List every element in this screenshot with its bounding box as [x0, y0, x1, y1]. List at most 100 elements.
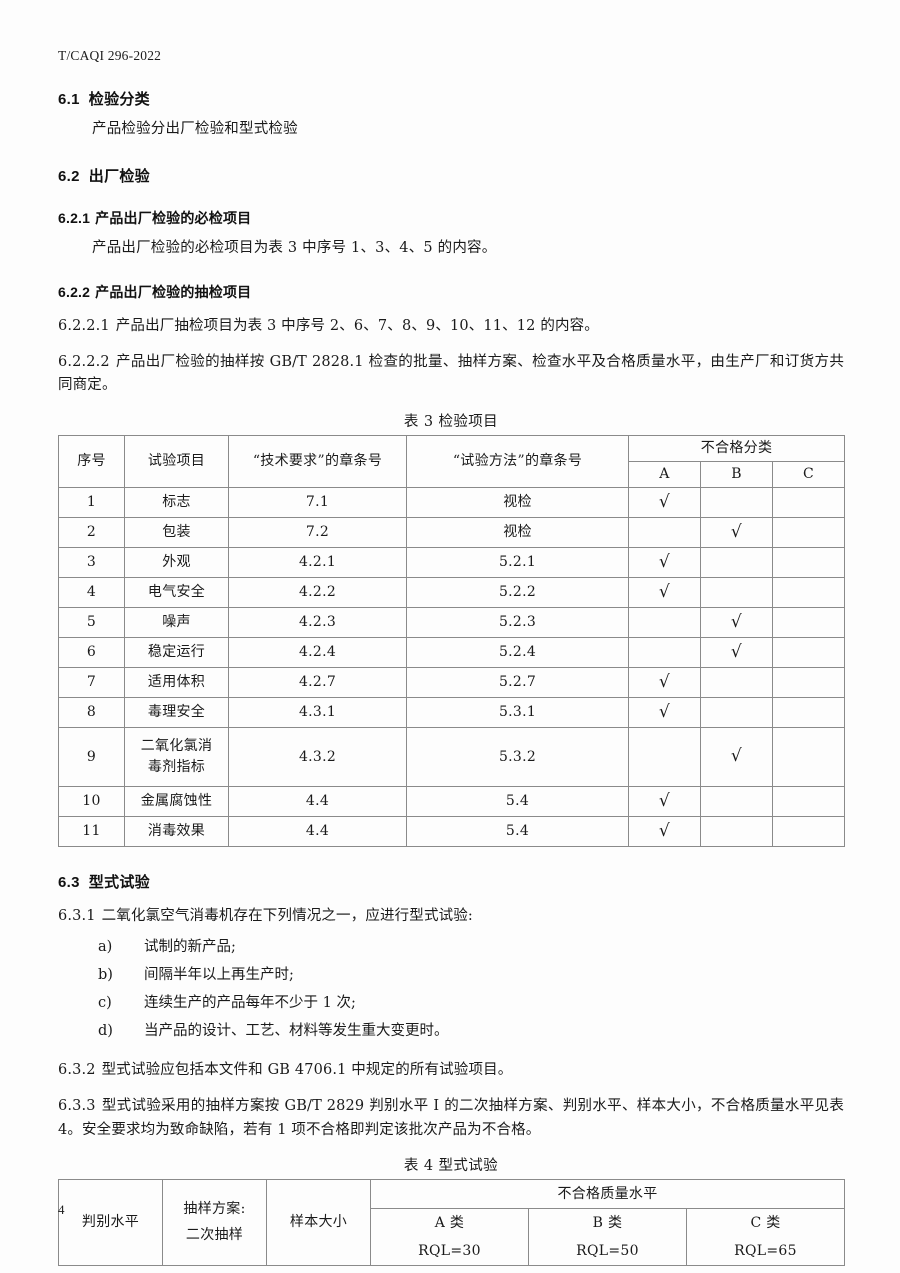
paragraph-6-2-2-1-body: 产品出厂抽检项目为表 3 中序号 2、6、7、8、9、10、11、12 的内容。	[115, 317, 599, 334]
table-3-cell-method: 5.3.1	[406, 696, 629, 728]
paragraph-6-1-body: 产品检验分出厂检验和型式检验	[92, 121, 298, 137]
table-3: 序号 试验项目 “技术要求”的章条号 “试验方法”的章条号 不合格分类 A B …	[58, 434, 846, 847]
table-3-caption: 表 3 检验项目	[403, 413, 499, 430]
list-item-marker: a)	[98, 939, 113, 956]
heading-6-2-1-title: 产品出厂检验的必检项目	[95, 209, 252, 226]
table-3-cell-class-b: √	[700, 726, 773, 787]
list-item: a) 试制的新产品;	[98, 934, 844, 962]
running-header: T/CAQI 296-2022	[58, 48, 162, 63]
table-3-cell-class-c	[771, 576, 846, 608]
table-3-header-row-1: 序号 试验项目 “技术要求”的章条号 “试验方法”的章条号 不合格分类	[58, 434, 846, 488]
table-row: 7 适用体积 4.2.7 5.2.7 √	[58, 666, 846, 698]
table-3-cell-item: 稳定运行	[124, 636, 229, 668]
heading-6-2-1: 6.2.1 产品出厂检验的必检项目	[58, 208, 844, 228]
table-3-cell-tech: 4.2.2	[228, 576, 407, 608]
table-3-cell-class-b	[700, 576, 773, 608]
table-row: 2 包装 7.2 视检 √	[58, 516, 846, 548]
table-3-cell-seq: 1	[58, 486, 125, 518]
table-3-cell-class-c	[771, 696, 846, 728]
heading-6-2-number: 6.2	[58, 167, 80, 185]
table-3-cell-class-c	[771, 636, 846, 668]
table-3-cell-class-b	[700, 486, 773, 518]
table-row: 8 毒理安全 4.3.1 5.3.1 √	[58, 696, 846, 728]
table-3-cell-class-c	[771, 606, 846, 638]
table-3-cell-tech: 4.2.1	[228, 546, 407, 578]
list-item: b) 间隔半年以上再生产时;	[98, 962, 844, 990]
table-4-header-row-1: 判别水平 抽样方案: 二次抽样 样本大小 不合格质量水平	[58, 1179, 845, 1267]
table-3-cell-method: 视检	[406, 516, 629, 548]
table-3-cell-class-b	[700, 785, 773, 817]
table-3-cell-class-a: √	[628, 696, 701, 728]
paragraph-6-2-1-body: 产品出厂检验的必检项目为表 3 中序号 1、3、4、5 的内容。	[92, 239, 497, 256]
table-3-cell-item: 适用体积	[124, 666, 229, 698]
heading-6-1-number: 6.1	[58, 91, 80, 108]
table-3-header-item: 试验项目	[124, 434, 229, 488]
heading-6-2-1-number: 6.2.1	[58, 209, 91, 226]
table-3-cell-class-b	[700, 666, 773, 698]
table-3-cell-class-b	[700, 546, 773, 578]
table-3-cell-item: 电气安全	[124, 576, 229, 608]
table-3-cell-tech: 4.3.1	[228, 696, 407, 728]
table-3-header-seq: 序号	[58, 434, 125, 488]
table-3-cell-class-c	[771, 785, 846, 817]
table-3-cell-tech: 4.2.4	[228, 636, 407, 668]
table-row: 9 二氧化氯消 毒剂指标 4.3.2 5.3.2 √	[58, 726, 846, 787]
table-3-cell-item: 噪声	[124, 606, 229, 638]
table-3-header-class-c: C	[771, 460, 846, 488]
table-3-header-class-b: B	[700, 460, 773, 488]
table-4-caption: 表 4 型式试验	[403, 1158, 499, 1175]
table-3-cell-item: 包装	[124, 516, 229, 548]
table-3-cell-class-a: √	[628, 486, 701, 518]
table-3-cell-class-a: √	[628, 815, 701, 847]
paragraph-6-3-2-number: 6.3.2	[58, 1061, 96, 1078]
table-3-cell-item-line2: 毒剂指标	[147, 758, 206, 775]
table-3-cell-class-a	[628, 726, 701, 787]
table-row: 1 标志 7.1 视检 √	[58, 486, 846, 518]
table-3-cell-class-a: √	[628, 666, 701, 698]
table-3-cell-method: 5.2.4	[406, 636, 629, 668]
paragraph-6-3-2: 6.3.2 型式试验应包括本文件和 GB 4706.1 中规定的所有试验项目。	[58, 1059, 844, 1082]
heading-6-2-title: 出厂检验	[88, 167, 150, 185]
table-3-cell-class-a	[628, 606, 701, 638]
table-3-cell-class-c	[771, 546, 846, 578]
table-3-cell-method: 5.3.2	[406, 726, 629, 787]
table-3-header-class-a: A	[628, 460, 701, 488]
table-row: 6 稳定运行 4.2.4 5.2.4 √	[58, 636, 846, 668]
table-3-cell-seq: 8	[58, 696, 125, 728]
table-4-header-sample-size: 样本大小	[266, 1179, 371, 1267]
table-3-cell-item: 毒理安全	[124, 696, 229, 728]
heading-6-1-title: 检验分类	[88, 91, 150, 108]
table-3-cell-method: 5.4	[406, 815, 629, 847]
table-3-cell-class-b	[700, 815, 773, 847]
heading-6-2-2: 6.2.2 产品出厂检验的抽检项目	[58, 282, 844, 302]
paragraph-6-2-2-1: 6.2.2.1 产品出厂抽检项目为表 3 中序号 2、6、7、8、9、10、11、…	[58, 315, 844, 338]
table-3-header-tech: “技术要求”的章条号	[228, 434, 407, 488]
table-3-cell-item-line1: 二氧化氯消	[140, 737, 213, 754]
table-3-cell-class-a	[628, 636, 701, 668]
paragraph-6-3-1-number: 6.3.1	[58, 907, 96, 924]
table-3-cell-tech: 4.2.3	[228, 606, 407, 638]
list-item-text: 当产品的设计、工艺、材料等发生重大变更时。	[144, 1022, 449, 1039]
table-3-cell-method: 5.2.2	[406, 576, 629, 608]
table-3-cell-seq: 5	[58, 606, 125, 638]
table-4-header-plan-line1: 抽样方案:	[183, 1200, 246, 1217]
table-3-cell-seq: 11	[58, 815, 125, 847]
table-4-header-class-a: A 类	[370, 1208, 529, 1238]
list-item-text: 连续生产的产品每年不少于 1 次;	[144, 995, 356, 1012]
table-3-cell-class-a	[628, 516, 701, 548]
paragraph-6-3-1: 6.3.1 二氧化氯空气消毒机存在下列情况之一，应进行型式试验:	[58, 905, 844, 928]
table-3-cell-class-c	[771, 815, 846, 847]
table-3-cell-class-b: √	[700, 636, 773, 668]
table-3-cell-item: 金属腐蚀性	[124, 785, 229, 817]
list-item-marker: b)	[98, 967, 113, 984]
heading-6-1: 6.1 检验分类	[58, 88, 844, 109]
list-item-text: 间隔半年以上再生产时;	[144, 967, 294, 984]
page-number: 4	[58, 1202, 65, 1217]
table-3-cell-class-b: √	[700, 606, 773, 638]
page-content: T/CAQI 296-2022 6.1 检验分类 产品检验分出厂检验和型式检验 6…	[58, 0, 846, 1267]
table-3-cell-tech: 7.1	[228, 486, 407, 518]
table-3-cell-class-c	[771, 726, 846, 787]
table-3-cell-item: 二氧化氯消 毒剂指标	[124, 726, 229, 787]
list-item: c) 连续生产的产品每年不少于 1 次;	[98, 990, 844, 1018]
